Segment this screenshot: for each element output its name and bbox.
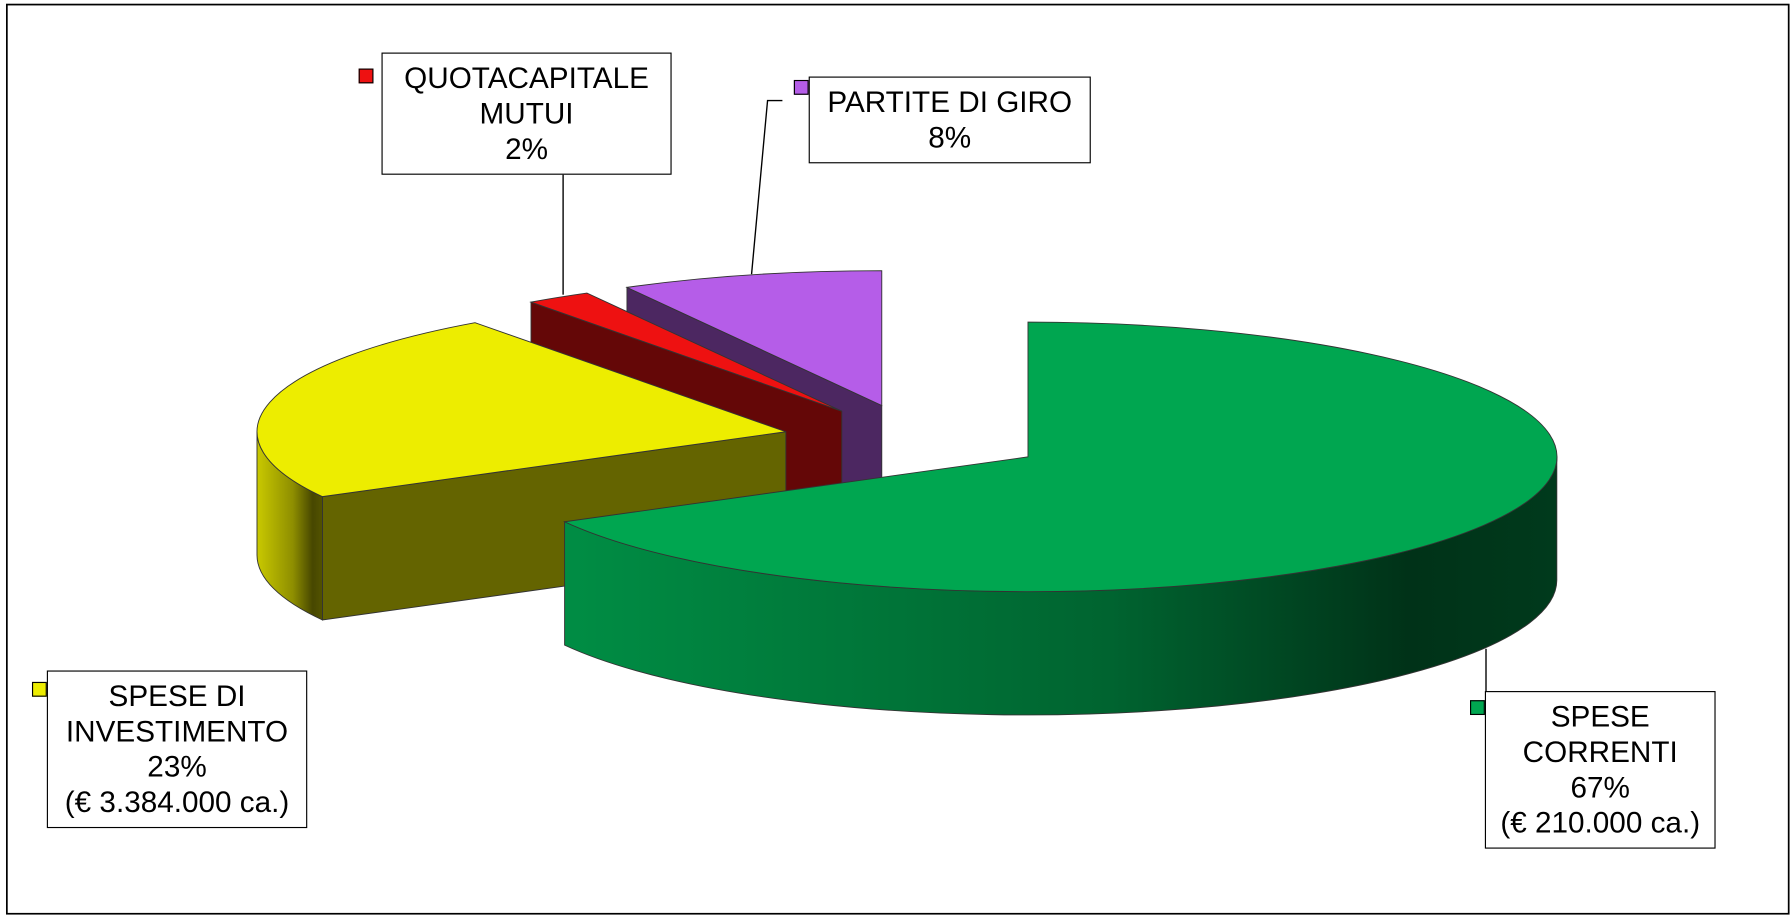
leader-line — [750, 99, 783, 275]
label-category: PARTITE DI GIRO — [827, 84, 1073, 119]
label-amount: (€ 210.000 ca.) — [1500, 805, 1701, 840]
label-value: 8% — [928, 119, 972, 155]
label-category: QUOTACAPITALE MUTUI — [404, 60, 649, 131]
slice — [256, 322, 786, 498]
data-label: PARTITE DI GIRO 8% — [808, 76, 1091, 164]
legend-key — [358, 68, 374, 84]
slice — [529, 292, 842, 412]
label-value: 67% — [1570, 769, 1630, 805]
legend-key — [1470, 700, 1485, 716]
label-category: SPESE CORRENTI — [1522, 699, 1678, 769]
label-amount: (€ 3.384.000 ca.) — [64, 784, 290, 819]
label-value: 23% — [147, 749, 207, 784]
slice — [562, 321, 1558, 593]
label-value: 2% — [505, 131, 549, 166]
data-label: SPESE DI INVESTIMENTO 23% (€ 3.384.000 ca.… — [46, 670, 308, 829]
slice — [625, 270, 883, 407]
legend-key — [31, 681, 47, 697]
pie — [256, 270, 1558, 716]
data-label: QUOTACAPITALE MUTUI 2% — [381, 52, 672, 175]
legend-key — [793, 79, 809, 95]
data-label: SPESE CORRENTI 67% (€ 210.000 ca.) — [1484, 691, 1716, 849]
label-category: SPESE DI INVESTIMENTO — [65, 678, 289, 749]
